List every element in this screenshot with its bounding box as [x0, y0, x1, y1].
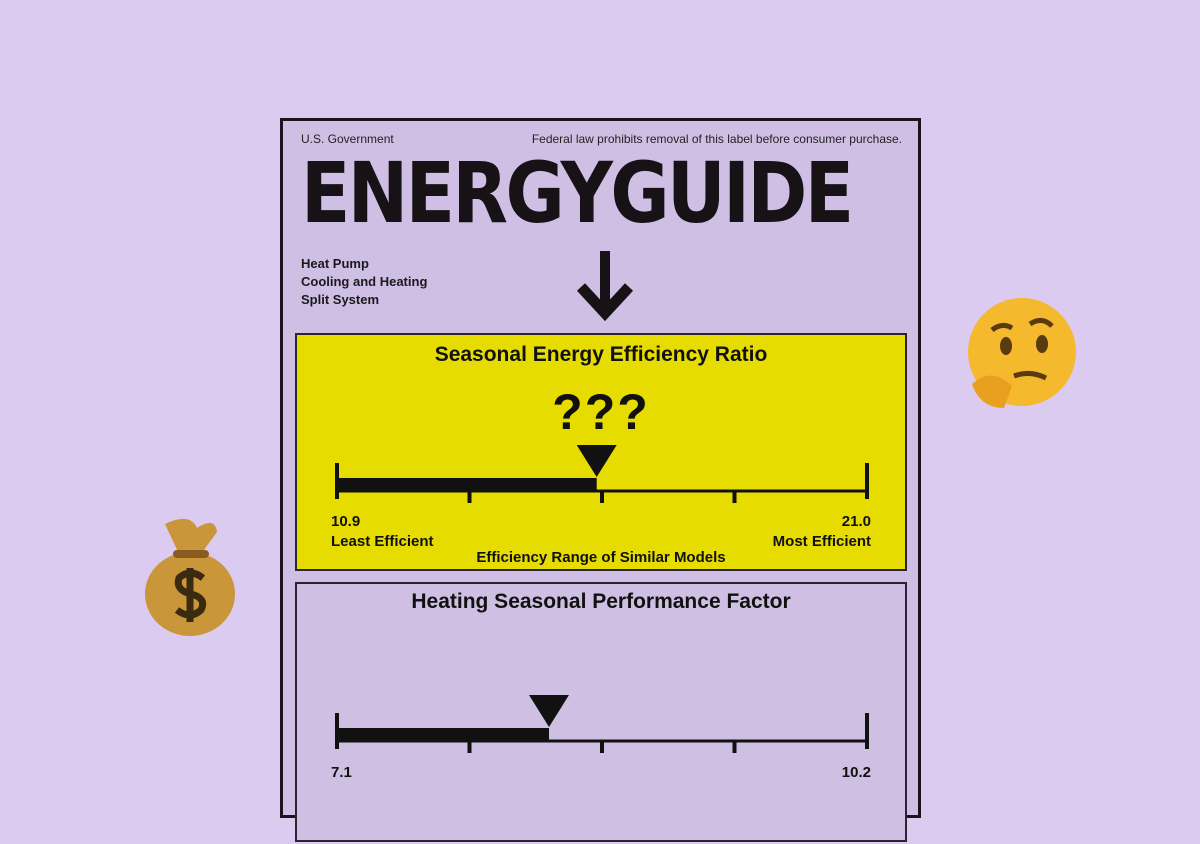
federal-notice: Federal law prohibits removal of this la… — [531, 132, 902, 146]
money-bag-icon — [145, 518, 235, 636]
product-line: Heat Pump — [301, 256, 369, 271]
product-line: Cooling and Heating — [301, 274, 428, 289]
hspf-scale — [335, 695, 869, 753]
thinking-face-icon — [968, 298, 1076, 408]
seer-range-label: Efficiency Range of Similar Models — [476, 549, 726, 566]
hspf-max: 10.2 — [841, 764, 871, 781]
marker-triangle — [576, 445, 617, 477]
seer-max-label: Most Efficient — [772, 533, 871, 550]
scale-fill-bar — [337, 728, 549, 742]
seer-scale — [335, 445, 869, 503]
government-text: U.S. Government — [301, 132, 394, 146]
seer-max: 21.0 — [841, 513, 871, 530]
hspf-min: 7.1 — [331, 764, 352, 781]
marker-triangle — [529, 695, 569, 727]
product-line: Split System — [301, 292, 380, 307]
seer-min: 10.9 — [331, 513, 361, 530]
hspf-title: Heating Seasonal Performance Factor — [411, 590, 791, 613]
scale-fill-bar — [337, 478, 597, 492]
seer-min-label: Least Efficient — [331, 533, 434, 550]
product-type: Heat Pump Cooling and Heating Split Syst… — [301, 255, 427, 309]
hspf-section: Heating Seasonal Performance Factor 7.1 … — [295, 582, 907, 842]
down-arrow-icon — [576, 251, 634, 322]
energyguide-title: ENERGYGUIDE — [301, 144, 854, 242]
energy-guide-label: U.S. Government Federal law prohibits re… — [280, 118, 921, 842]
seer-section: Seasonal Energy Efficiency Ratio ??? 10.… — [295, 333, 907, 571]
seer-title: Seasonal Energy Efficiency Ratio — [434, 343, 768, 366]
seer-value: ??? — [552, 384, 650, 440]
